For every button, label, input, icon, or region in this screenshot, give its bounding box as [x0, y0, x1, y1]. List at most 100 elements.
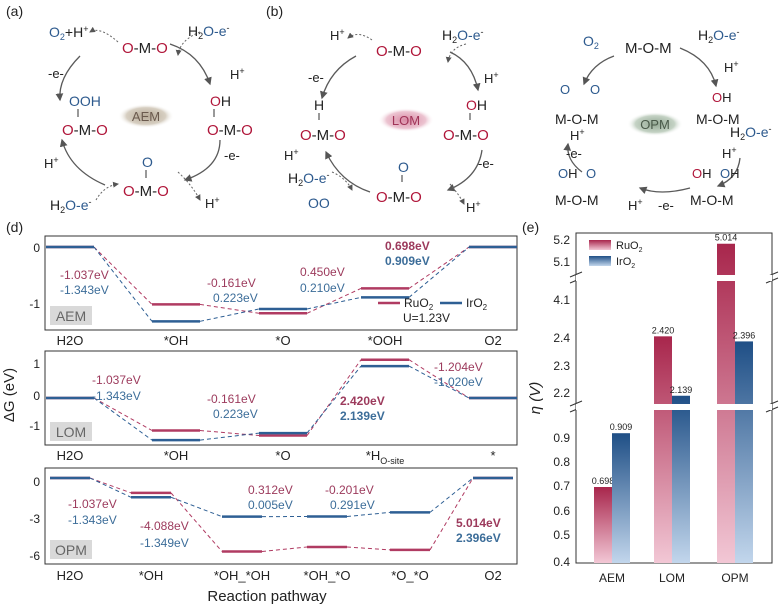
opm-ytick-0: 0 [33, 475, 40, 489]
e-legend-ir-swatch [589, 256, 611, 266]
aem-xtick-3: *OOH [368, 333, 403, 348]
aem-tag: AEM [56, 308, 86, 324]
aem-xtick-4: O2 [484, 333, 501, 348]
opm-bl-o: O [586, 166, 596, 181]
opm-ytick-1: -3 [29, 512, 40, 526]
aem-ytick-1: -1 [29, 297, 40, 311]
bar-marks: 0.698 2.420 5.014 0.909 2.139 2.396 [592, 233, 756, 564]
overpotential-chart: 0.698 2.420 5.014 0.909 2.139 2.396 5.2 5.1 4… [553, 232, 779, 585]
e-xtick-aem: AEM [599, 571, 625, 585]
opm-right-oh: OH [712, 90, 732, 105]
svg-text:2.2: 2.2 [553, 386, 570, 400]
lom-h-left: H+ [284, 147, 299, 163]
opm-tag: OPM [55, 542, 87, 558]
opm-tag-bg [50, 540, 92, 559]
opm-xtick-2: *OH_*OH [214, 568, 270, 583]
legend-ru-label: RuO2 [404, 296, 434, 312]
aem-bottom-species: O-M-O [123, 183, 169, 200]
e-ylabel: η (V) [527, 382, 544, 415]
aem-plot-frame [44, 235, 518, 331]
lom-ir-step-3: -1.020eV [434, 375, 483, 389]
aem-ru-step-3: 0.450eV [300, 265, 345, 279]
svg-text:0.8: 0.8 [553, 455, 570, 469]
lom-oh: OH [466, 97, 487, 113]
lom-e-left: -e- [308, 70, 324, 85]
opm-cloud [627, 112, 683, 136]
aem-e-left: -e- [48, 66, 64, 81]
opm-ru-connector-3 [346, 546, 391, 551]
lom-ytick-1: 0 [33, 389, 40, 403]
lom-ir-connector-0 [93, 397, 153, 441]
opm-ir-connector-4 [429, 477, 474, 513]
aem-h2o-bottom: H2O-e- [50, 197, 91, 215]
lom-tag-bg [50, 422, 92, 441]
opm-ir-pds: 2.396eV [456, 531, 501, 545]
aem-ru-step-2: -0.161eV [207, 276, 256, 290]
svg-text:5.1: 5.1 [553, 255, 570, 269]
lom-bottom-o: O [398, 159, 409, 175]
break-gap-bottom [576, 404, 772, 410]
lom-left-species: O-M-O [300, 127, 346, 144]
opm-ytick-2: -6 [29, 549, 40, 563]
svg-text:0.5: 0.5 [553, 528, 570, 542]
aem-plot-marks [46, 245, 517, 323]
legend-ir-label: IrO2 [466, 296, 488, 312]
lom-xtick-2: *O [275, 448, 290, 463]
bar-label-ir-opm: 2.396 [733, 330, 756, 340]
lom-right-species: O-M-O [443, 127, 489, 144]
aem-ir-connector-0 [93, 246, 153, 322]
bar-ir-aem [612, 433, 630, 563]
aem-step-arrows [89, 26, 201, 201]
opm-bl-oh: OH [558, 166, 578, 181]
lom-xtick-4: * [490, 448, 495, 463]
lom-ru-connector-2 [306, 359, 362, 436]
lom-plot-marks [46, 358, 517, 442]
lom-cloud [378, 108, 434, 132]
opm-ru-step-1: -1.037eV [68, 497, 117, 511]
opm-h-bottom: H+ [628, 197, 643, 213]
aem-cloud [118, 104, 174, 128]
svg-text:0.7: 0.7 [553, 479, 570, 493]
svg-text:0.4: 0.4 [553, 555, 570, 569]
lom-ru-connector-1 [199, 429, 260, 437]
aem-top-species: O-M-O [122, 40, 168, 57]
opm-right-species: M-O-M [696, 111, 740, 127]
opm-ir-step-1: -1.343eV [68, 513, 117, 527]
opm-xtick-4: *O_*O [391, 568, 429, 583]
aem-ru-pds: 0.698eV [385, 239, 430, 253]
lom-ir-connector-3 [408, 365, 470, 399]
lom-step-arrows [331, 32, 467, 205]
opm-e-bottom: -e- [658, 198, 674, 213]
svg-text:2.3: 2.3 [553, 359, 570, 373]
bar-ir-lom [672, 395, 690, 563]
aem-xtick-0: H2O [57, 333, 84, 348]
lom-xtick-3: *HO-site [366, 448, 404, 466]
aem-ru-connector-2 [306, 287, 362, 314]
aem-plot: AEM -1.037eV -1.343eV -0.161eV 0.223eV 0… [29, 235, 518, 348]
aem-ru-connector-3 [408, 246, 470, 289]
aem-tag-bg [50, 306, 92, 325]
panel-label-b: (b) [266, 3, 283, 19]
d-xlabel: Reaction pathway [207, 588, 327, 605]
lom-ytick-2: -1 [29, 419, 40, 433]
lom-tag: LOM [56, 424, 86, 440]
opm-ir-connector-3 [346, 511, 391, 518]
opm-xtick-1: *OH [139, 568, 164, 583]
bar-label-ru-aem: 0.698 [592, 476, 615, 486]
panel-label-a: (a) [6, 3, 23, 19]
opm-xtick-5: O2 [484, 568, 501, 583]
opm-ir-step-3: 0.005eV [248, 498, 293, 512]
aem-ytick-0: 0 [33, 241, 40, 255]
e-xtick-opm: OPM [721, 571, 748, 585]
svg-text:0.9: 0.9 [553, 431, 570, 445]
opm-ru-pds: 5.014eV [456, 516, 501, 530]
svg-text:5.2: 5.2 [553, 233, 570, 247]
opm-ir-step-4: 0.291eV [330, 498, 375, 512]
lom-ir-connector-2 [306, 365, 362, 434]
lom-ru-step-3: -1.204eV [434, 360, 483, 374]
aem-ru-connector-1 [199, 303, 260, 314]
lom-left-h: H [314, 97, 324, 113]
opm-top-species: M-O-M [625, 40, 672, 57]
lom-ytick-0: 1 [33, 357, 40, 371]
e-legend-ru-label: RuO2 [616, 240, 643, 254]
